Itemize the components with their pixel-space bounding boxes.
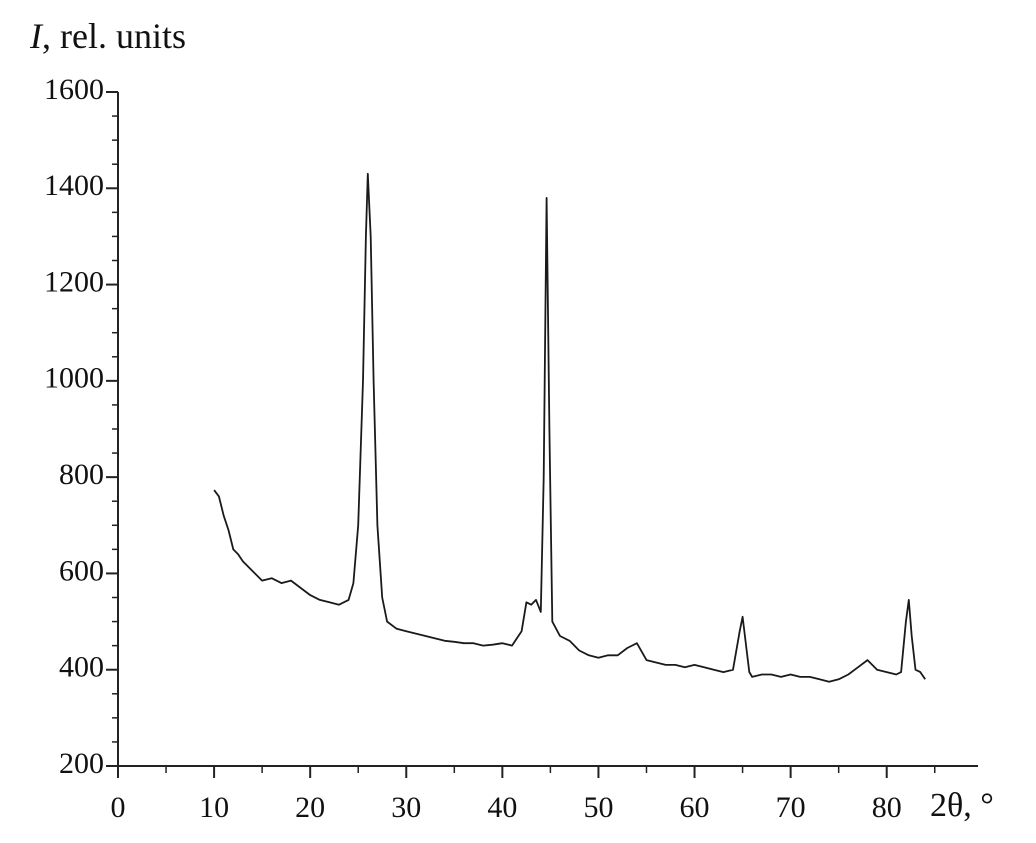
x-tick-label: 40	[487, 791, 517, 824]
y-tick-label: 600	[59, 554, 104, 587]
data-line	[213, 172, 926, 683]
y-tick-label: 200	[59, 747, 104, 780]
x-tick-label: 10	[199, 791, 229, 824]
x-tick-label: 70	[776, 791, 806, 824]
y-label-text: , rel. units	[42, 16, 186, 56]
x-tick-label: 0	[111, 791, 126, 824]
x-tick-label: 30	[391, 791, 421, 824]
x-tick-label: 80	[872, 791, 902, 824]
x-tick-label: 50	[583, 791, 613, 824]
y-tick-label: 1200	[44, 265, 104, 298]
x-tick-label: 20	[295, 791, 325, 824]
x-axis-label: 2θ, °	[930, 787, 994, 824]
x-tick-label: 60	[680, 791, 710, 824]
y-tick-label: 1000	[44, 362, 104, 395]
y-label-symbol: I	[29, 16, 44, 56]
y-axis-label: I, rel. units	[29, 16, 186, 56]
y-tick-label: 1400	[44, 169, 104, 202]
y-tick-label: 1600	[44, 73, 104, 106]
y-tick-label: 400	[59, 651, 104, 684]
y-tick-label: 800	[59, 458, 104, 491]
